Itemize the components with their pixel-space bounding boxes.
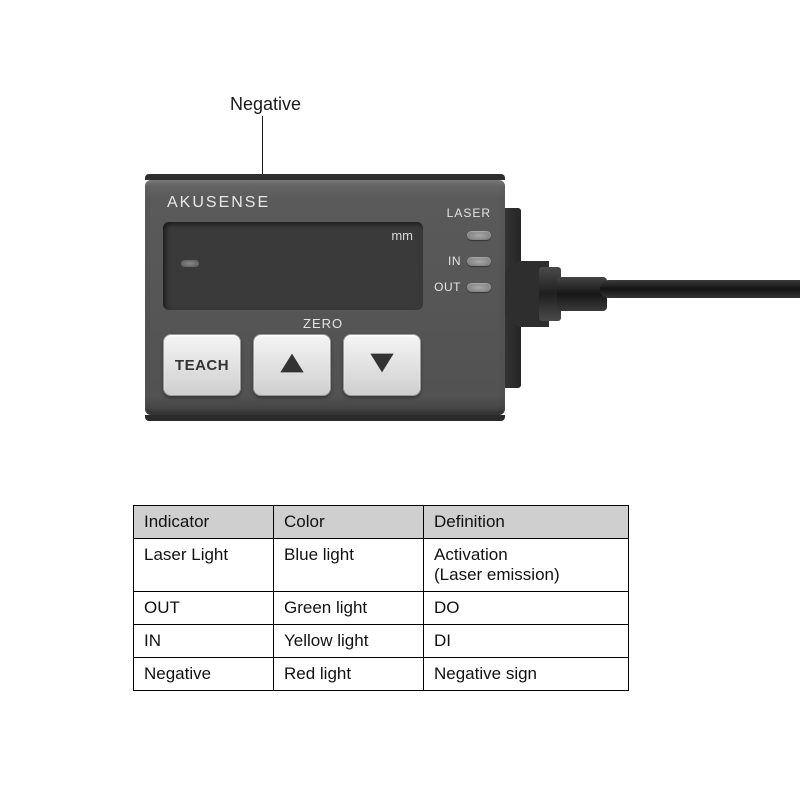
table-header: Indicator [134, 506, 274, 539]
device-top-edge [145, 174, 505, 180]
indicator-label-laser: LASER [447, 206, 491, 220]
indicator-row-in: IN [431, 248, 491, 274]
figure-canvas: Negative AKUSENSE mm LASER IN OUT [0, 0, 800, 800]
indicator-text: IN [448, 254, 461, 268]
table-header: Color [274, 506, 424, 539]
table-row: IN Yellow light DI [134, 625, 629, 658]
table-cell: Yellow light [274, 625, 424, 658]
table-row: OUT Green light DO [134, 592, 629, 625]
indicator-row-laser [431, 222, 491, 248]
device-bottom-edge [145, 415, 505, 421]
zero-label: ZERO [303, 316, 343, 331]
table-body: Laser Light Blue light Activation(Laser … [134, 539, 629, 691]
teach-button-label: TEACH [175, 357, 229, 374]
cable-connector [505, 255, 575, 333]
indicator-row-out: OUT [431, 274, 491, 300]
sensor-device: AKUSENSE mm LASER IN OUT ZERO TEACH [145, 180, 505, 415]
teach-button[interactable]: TEACH [163, 334, 241, 396]
up-button[interactable] [253, 334, 331, 396]
triangle-up-icon [278, 351, 306, 379]
brand-label: AKUSENSE [167, 194, 270, 212]
triangle-down-icon [368, 351, 396, 379]
table-cell: Laser Light [134, 539, 274, 592]
callout-negative-label: Negative [230, 94, 301, 115]
button-row: TEACH [163, 334, 421, 396]
indicator-table-wrap: Indicator Color Definition Laser Light B… [133, 505, 629, 691]
lcd-panel: mm [163, 222, 423, 310]
down-button[interactable] [343, 334, 421, 396]
out-led [467, 283, 491, 292]
table-row: Laser Light Blue light Activation(Laser … [134, 539, 629, 592]
table-cell: IN [134, 625, 274, 658]
table-cell: OUT [134, 592, 274, 625]
in-led [467, 257, 491, 266]
table-cell: Negative sign [424, 658, 629, 691]
table-header: Definition [424, 506, 629, 539]
connector-barrel [557, 277, 607, 311]
cable [600, 280, 800, 298]
indicator-text: OUT [434, 280, 461, 294]
table-cell: DI [424, 625, 629, 658]
table-cell: Negative [134, 658, 274, 691]
table-cell: Blue light [274, 539, 424, 592]
table-cell: Green light [274, 592, 424, 625]
table-header-row: Indicator Color Definition [134, 506, 629, 539]
negative-indicator-led [181, 260, 199, 267]
indicator-stack: IN OUT [431, 222, 491, 300]
callout-leader-vertical [262, 116, 263, 176]
table-cell: DO [424, 592, 629, 625]
unit-label-mm: mm [391, 228, 413, 243]
table-row: Negative Red light Negative sign [134, 658, 629, 691]
indicator-table: Indicator Color Definition Laser Light B… [133, 505, 629, 691]
table-cell: Red light [274, 658, 424, 691]
laser-led [467, 231, 491, 240]
table-cell: Activation(Laser emission) [424, 539, 629, 592]
